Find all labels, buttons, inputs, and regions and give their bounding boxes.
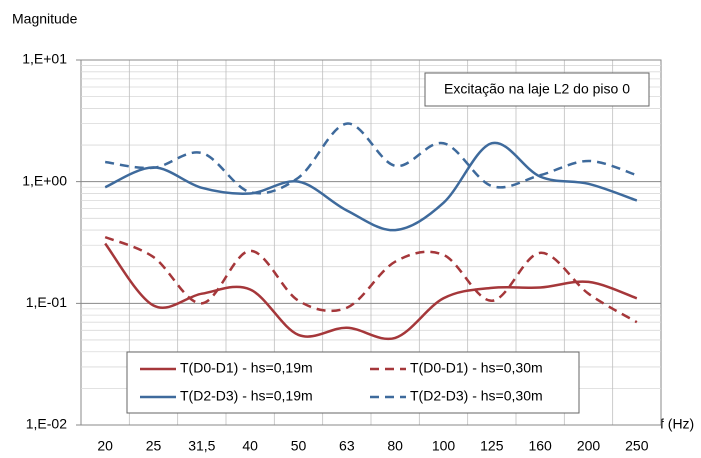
y-tick-label: 1,E-01 [26,294,67,310]
y-tick-label: 1,E+00 [22,172,67,188]
x-tick-label: 160 [528,438,552,454]
x-tick-label: 31,5 [188,438,215,454]
annotation: Excitação na laje L2 do piso 0 [444,81,630,97]
x-axis-label: f (Hz) [660,416,694,432]
y-tick-label: 1,E+01 [22,51,67,67]
x-tick-label: 20 [97,438,113,454]
x-tick-label: 100 [432,438,456,454]
x-tick-label: 250 [625,438,649,454]
legend-label: T(D0-D1) - hs=0,19m [180,360,313,376]
series-line [104,242,638,341]
series-line [104,141,638,232]
x-tick-label: 40 [242,438,258,454]
x-tick-label: 50 [291,438,307,454]
x-tick-label: 25 [146,438,162,454]
x-tick-label: 125 [480,438,504,454]
legend [126,351,580,414]
legend-label: T(D0-D1) - hs=0,30m [410,360,543,376]
x-tick-label: 200 [577,438,601,454]
annotation-box [424,72,650,107]
legend-label: T(D2-D3) - hs=0,30m [410,388,543,404]
x-tick-label: 63 [339,438,355,454]
series-line [104,122,638,195]
x-tick-label: 80 [387,438,403,454]
legend-label: T(D2-D3) - hs=0,19m [180,388,313,404]
series-line [104,235,638,324]
y-tick-label: 1,E-02 [26,416,67,432]
y-axis-label: Magnitude [12,11,78,27]
